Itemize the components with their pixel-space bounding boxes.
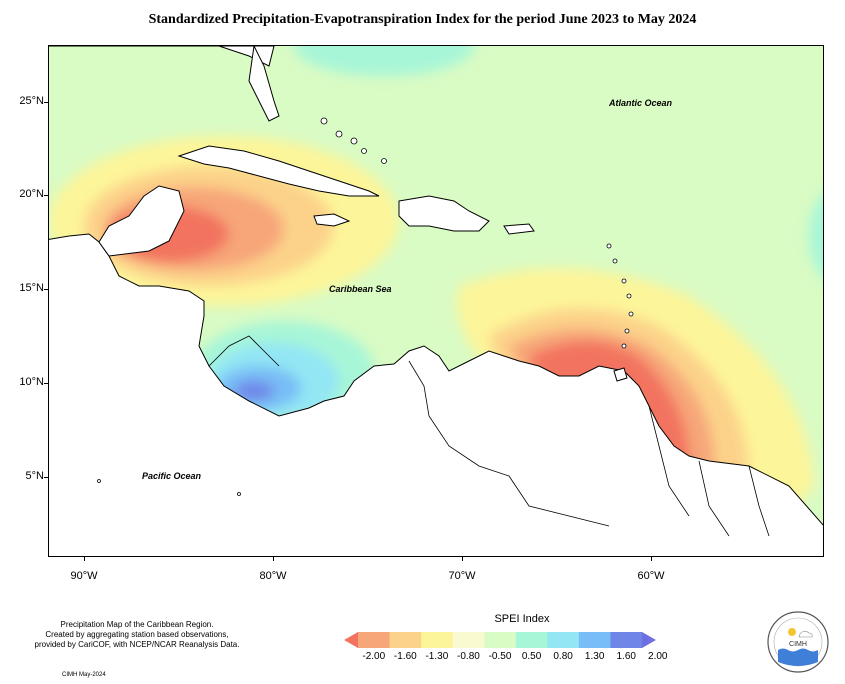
label-atlantic-ocean: Atlantic Ocean (609, 98, 673, 108)
spei-band-aqua-north (294, 46, 474, 76)
lat-tick (44, 195, 48, 196)
border-colombia-venezuela (408, 360, 610, 527)
land-hispaniola (398, 195, 490, 232)
legend-arrow-high (642, 632, 656, 648)
lat-label-5n: 5°N (25, 470, 44, 482)
lon-tick (273, 557, 274, 561)
land-yucatan (98, 185, 185, 257)
lon-label-60w: 60°W (637, 570, 665, 582)
lon-label-90w: 90°W (70, 570, 98, 582)
legend-tick-label: 2.00 (648, 651, 668, 662)
legend-arrow-low (344, 632, 358, 648)
lat-label-15n: 15°N (19, 282, 44, 294)
note-line: provided by CariCOF, with NCEP/NCAR Rean… (34, 640, 240, 649)
legend-cell (421, 632, 454, 648)
map-title: Standardized Precipitation-Evapotranspir… (148, 12, 697, 27)
legend-tick-label: 1.60 (616, 651, 636, 662)
legend-tick-label: -1.30 (425, 651, 449, 662)
legend-cell (452, 632, 485, 648)
lat-tick (44, 102, 48, 103)
note-line: Created by aggregating station based obs… (45, 630, 229, 639)
border-central-america (208, 335, 280, 367)
legend-tick-label: -0.80 (457, 651, 480, 662)
map-description-note: Precipitation Map of the Caribbean Regio… (12, 620, 262, 650)
lat-label-20n: 20°N (19, 188, 44, 200)
border-guyana (648, 405, 690, 517)
legend-cell (547, 632, 580, 648)
spei-band-aqua-east (809, 195, 823, 277)
legend-cell (389, 632, 422, 648)
note-line: Precipitation Map of the Caribbean Regio… (60, 620, 214, 629)
lat-label-25n: 25°N (19, 95, 44, 107)
label-pacific-ocean: Pacific Ocean (142, 471, 202, 481)
land-trinidad (613, 367, 628, 382)
legend-title: SPEI Index (494, 613, 550, 625)
lon-label-70w: 70°W (448, 570, 476, 582)
legend-tick-label: -0.50 (488, 651, 512, 662)
border-french-guiana (748, 465, 770, 537)
border-suriname (698, 460, 730, 537)
legend-colorbar (344, 632, 656, 648)
land-jamaica (313, 213, 351, 227)
land-cuba (177, 145, 380, 197)
lon-tick (84, 557, 85, 561)
cimh-logo: CIMH (767, 611, 829, 673)
legend-tick-label: 0.50 (521, 651, 542, 662)
spei-band-darkblue (234, 381, 274, 401)
label-caribbean-sea: Caribbean Sea (329, 284, 392, 294)
logo-text: CIMH (789, 641, 807, 648)
legend-tick-label: -2.00 (362, 651, 386, 662)
map-credit: CIMH May-2024 (62, 672, 106, 678)
land-north-america (49, 46, 275, 67)
spei-contour-map (49, 46, 823, 556)
legend-cell (610, 632, 643, 648)
lon-tick (462, 557, 463, 561)
legend-tick-label: -1.60 (393, 651, 417, 662)
legend-cell (515, 632, 548, 648)
lon-tick (651, 557, 652, 561)
lon-label-80w: 80°W (259, 570, 287, 582)
lat-tick (44, 477, 48, 478)
legend-tick-labels: -2.00 -1.60 -1.30 -0.80 -0.50 0.50 0.80 1.30 1.6… (344, 651, 667, 665)
legend-tick-label: 0.80 (553, 651, 573, 662)
spei-map: Atlantic Ocean Caribbean Sea Pacific Oce… (48, 45, 824, 557)
legend-tick-label: 1.30 (584, 651, 605, 662)
land-puerto-rico (503, 223, 535, 235)
legend-cell (358, 632, 391, 648)
lat-tick (44, 383, 48, 384)
legend-cell (578, 632, 611, 648)
land-central-south-america (49, 233, 823, 556)
lat-tick (44, 289, 48, 290)
lat-label-10n: 10°N (19, 376, 44, 388)
legend-cell (484, 632, 517, 648)
land-florida (248, 46, 280, 122)
